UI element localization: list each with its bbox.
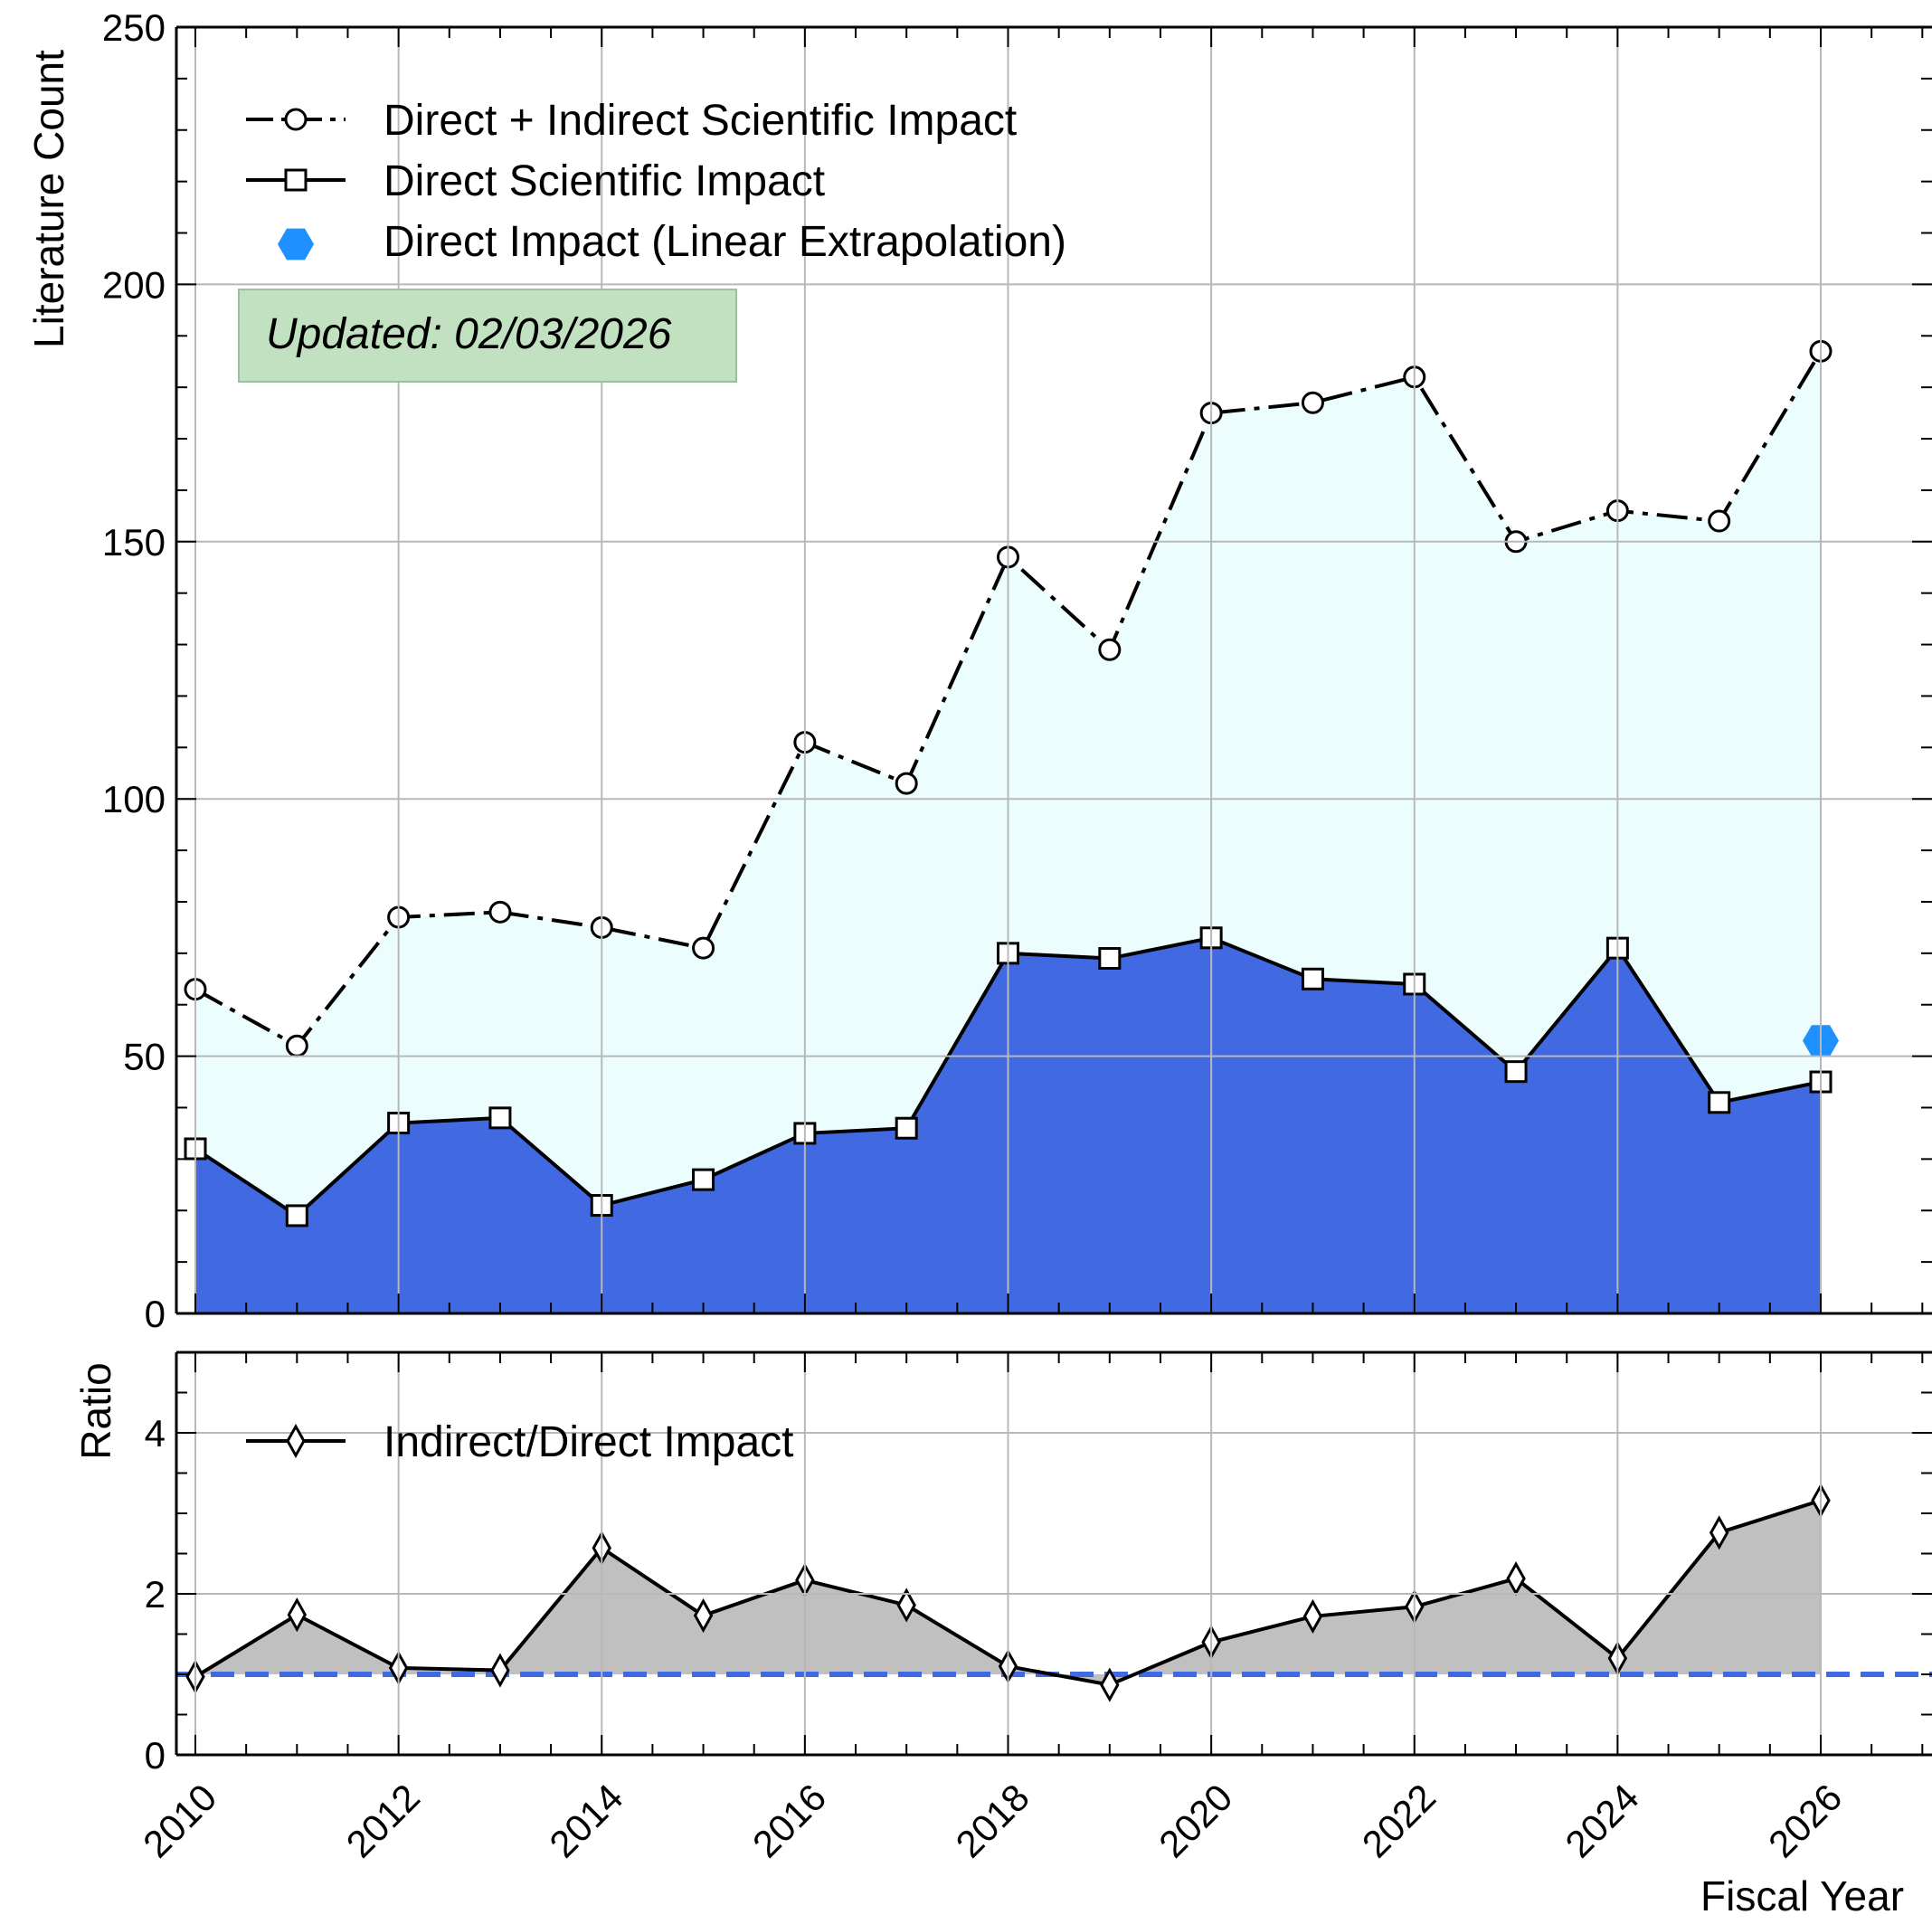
point-ratio: [490, 1653, 510, 1688]
point-direct-plus-indirect: [1301, 391, 1324, 414]
x-tick-label: 2018: [948, 1776, 1037, 1865]
line-direct-plus-indirect: [194, 350, 1823, 1048]
top-data: [184, 339, 1839, 1313]
bottom-ytick-label: 0: [145, 1734, 166, 1777]
bottom-ytick-label: 4: [145, 1412, 166, 1455]
x-tick-label: 2020: [1151, 1776, 1240, 1865]
top-legend: Direct + Indirect Scientific Impact Direc…: [246, 97, 1066, 266]
point-ratio: [287, 1597, 308, 1633]
x-tick-label: 2026: [1760, 1776, 1850, 1865]
updated-annotation-box: [238, 289, 737, 383]
point-direct-plus-indirect: [1708, 509, 1731, 533]
point-direct: [285, 1204, 308, 1227]
point-direct-plus-indirect: [692, 936, 715, 960]
bottom-ytick-label: 2: [145, 1573, 166, 1616]
point-direct-plus-indirect: [285, 1034, 308, 1057]
legend-marker-linear-extrapolation: [278, 228, 314, 261]
legend-label-direct: Direct Scientific Impact: [384, 157, 825, 205]
bottom-frame: 0 2 4: [145, 1351, 1932, 1777]
updated-annotation: Updated: 02/03/2026: [238, 289, 737, 383]
updated-annotation-text: Updated: 02/03/2026: [266, 310, 672, 358]
bottom-legend: Indirect/Direct Impact: [246, 1418, 793, 1466]
point-direct-plus-indirect: [488, 900, 512, 924]
x-tick-label: 2010: [135, 1776, 224, 1865]
top-ytick-label: 200: [102, 263, 166, 306]
legend-marker-direct-plus-indirect: [284, 108, 308, 131]
legend-label-ratio: Indirect/Direct Impact: [384, 1418, 793, 1466]
top-ytick-label: 150: [102, 521, 166, 564]
point-direct: [895, 1116, 918, 1140]
top-ytick-label: 250: [102, 6, 166, 49]
x-tick-label: 2016: [744, 1776, 834, 1865]
point-direct-plus-indirect: [895, 772, 918, 795]
point-direct-plus-indirect: [1098, 638, 1122, 661]
point-direct: [1301, 967, 1324, 990]
top-ytick-label: 50: [123, 1036, 166, 1078]
point-ratio: [896, 1588, 916, 1623]
bottom-grid: [176, 1352, 1932, 1756]
point-ratio: [1302, 1598, 1323, 1634]
x-tick-label: 2022: [1354, 1776, 1444, 1865]
legend-marker-ratio: [286, 1423, 306, 1459]
bottom-y-axis-title: Ratio: [72, 1362, 119, 1459]
top-y-axis-title: Literature Count: [25, 50, 72, 348]
x-tick-label: 2024: [1557, 1776, 1646, 1865]
point-direct: [1098, 947, 1122, 971]
point-ratio: [693, 1597, 714, 1634]
point-direct: [1504, 1060, 1528, 1084]
point-ratio: [1709, 1515, 1729, 1550]
point-direct: [488, 1106, 512, 1130]
x-tick-label: 2012: [338, 1776, 428, 1865]
top-ytick-label: 0: [145, 1293, 166, 1335]
point-direct: [1708, 1091, 1731, 1114]
x-tick-label: 2014: [541, 1776, 630, 1865]
top-frame: 0 50 100 150 200 250: [102, 6, 1932, 1335]
point-ratio: [1100, 1667, 1120, 1702]
legend-marker-direct: [284, 168, 308, 192]
top-ytick-label: 100: [102, 778, 166, 820]
legend-label-direct-plus-indirect: Direct + Indirect Scientific Impact: [384, 97, 1017, 145]
legend-label-linear-extrapolation: Direct Impact (Linear Extrapolation): [384, 218, 1066, 266]
x-axis-title: Fiscal Year: [1700, 1872, 1904, 1919]
bottom-data: [176, 1483, 1932, 1702]
point-direct: [692, 1168, 715, 1191]
